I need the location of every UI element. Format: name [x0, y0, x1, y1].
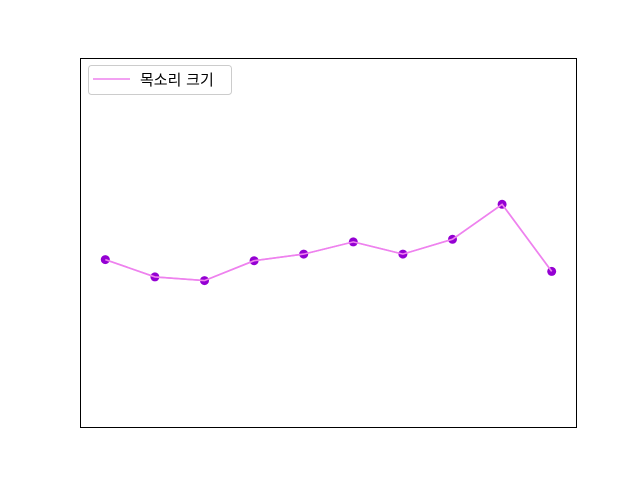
plot-area	[80, 58, 577, 428]
legend: 목소리 크기	[88, 65, 232, 95]
series-line-overlay	[105, 203, 553, 282]
series-layer	[100, 199, 557, 286]
legend-box	[88, 65, 232, 95]
legend-label: 목소리 크기	[140, 71, 214, 89]
